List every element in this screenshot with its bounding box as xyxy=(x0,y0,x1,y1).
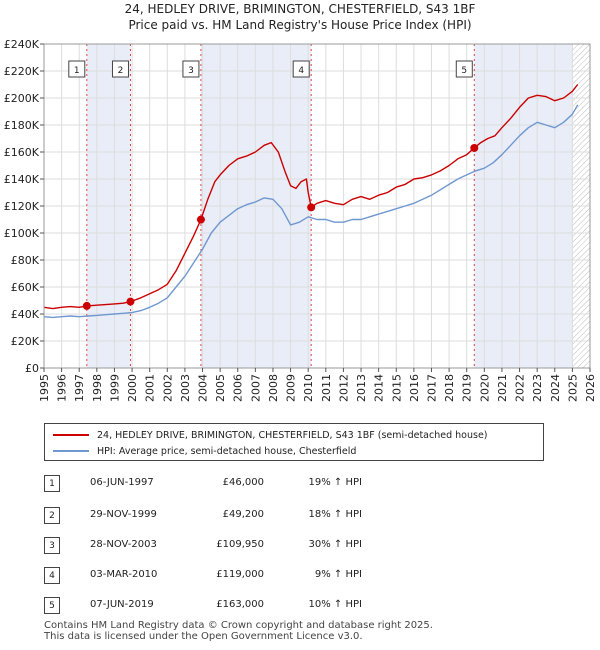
transaction-hpi: 9% ↑ HPI xyxy=(314,569,362,580)
sale-point xyxy=(307,203,316,212)
sale-label-number: 3 xyxy=(188,66,194,76)
transaction-date: 03-MAR-2010 xyxy=(90,569,158,580)
x-tick-label: 2010 xyxy=(302,374,315,402)
price-chart: 1 2 3 4 5 £0 £20K £40K £60K £80K £100K £120K £140K £… xyxy=(4,38,597,402)
hpi-line xyxy=(43,104,579,319)
transaction-hpi: 30% ↑ HPI xyxy=(308,539,362,550)
sale-point xyxy=(470,143,479,152)
sale-label-box xyxy=(292,60,310,78)
transaction-price: £109,950 xyxy=(216,539,264,550)
x-tick-label: 2020 xyxy=(478,374,491,402)
property-price-line xyxy=(43,84,579,310)
x-tick-label: 2008 xyxy=(267,374,280,402)
transaction-price: £49,200 xyxy=(222,509,264,520)
x-tick-label: 2018 xyxy=(443,374,456,402)
transaction-date: 28-NOV-2003 xyxy=(90,539,157,550)
x-tick-label: 1998 xyxy=(91,374,104,402)
x-tick-label: 2024 xyxy=(549,374,562,402)
x-tick-label: 2017 xyxy=(426,374,439,402)
chart-subtitle: Price paid vs. HM Land Registry's House … xyxy=(128,18,472,32)
sale-label-box xyxy=(111,60,129,78)
sale-label-box xyxy=(455,60,473,78)
x-tick-label: 2012 xyxy=(337,374,350,402)
x-tick-label: 1996 xyxy=(56,374,69,402)
y-tick-label: £240K xyxy=(4,38,40,51)
transaction-number: 4 xyxy=(44,567,60,584)
legend-item-hpi: HPI: Average price, semi-detached house,… xyxy=(53,443,356,459)
sale-label-number: 4 xyxy=(298,66,304,76)
y-tick-label: £20K xyxy=(11,335,40,348)
table-row: 2 29-NOV-1999 £49,200 18% ↑ HPI xyxy=(44,507,544,525)
legend-swatch-hpi xyxy=(53,450,89,452)
y-tick-label: £100K xyxy=(4,227,40,240)
sale-point xyxy=(196,215,205,224)
sale-label-number: 2 xyxy=(118,66,124,76)
transaction-hpi: 19% ↑ HPI xyxy=(308,477,362,488)
legend-item-property: 24, HEDLEY DRIVE, BRIMINGTON, CHESTERFIE… xyxy=(53,427,488,443)
transaction-hpi: 10% ↑ HPI xyxy=(308,599,362,610)
legend-label-hpi: HPI: Average price, semi-detached house,… xyxy=(97,445,357,457)
x-tick-label: 2015 xyxy=(390,374,403,402)
sale-label-number: 5 xyxy=(461,66,467,76)
x-tick-label: 2011 xyxy=(320,374,333,402)
y-tick-label: £120K xyxy=(4,200,40,213)
y-tick-label: £0 xyxy=(25,362,39,375)
x-tick-label: 2019 xyxy=(461,374,474,402)
transaction-price: £46,000 xyxy=(222,477,264,488)
transaction-number: 2 xyxy=(44,507,60,524)
table-row: 1 06-JUN-1997 £46,000 19% ↑ HPI xyxy=(44,475,544,493)
x-tick-label: 2007 xyxy=(249,374,262,402)
transaction-number: 1 xyxy=(44,475,60,492)
x-tick-label: 2025 xyxy=(566,374,579,402)
legend-swatch-property xyxy=(53,434,89,436)
footer-copyright: Contains HM Land Registry data © Crown c… xyxy=(44,620,433,631)
x-tick-label: 2022 xyxy=(514,374,527,402)
transaction-number: 5 xyxy=(44,597,60,614)
sale-point xyxy=(82,301,91,310)
transaction-number: 3 xyxy=(44,537,60,554)
y-tick-label: £160K xyxy=(4,146,40,159)
y-tick-label: £180K xyxy=(4,119,40,132)
footer-licence: This data is licensed under the Open Gov… xyxy=(44,631,363,642)
x-tick-label: 1995 xyxy=(38,374,51,402)
transaction-price: £119,000 xyxy=(216,569,264,580)
sale-point xyxy=(126,297,135,306)
table-row: 5 07-JUN-2019 £163,000 10% ↑ HPI xyxy=(44,597,544,615)
sale-label-box xyxy=(182,60,200,78)
legend-label-property: 24, HEDLEY DRIVE, BRIMINGTON, CHESTERFIE… xyxy=(97,429,488,441)
x-tick-label: 2009 xyxy=(285,374,298,402)
x-tick-label: 2000 xyxy=(126,374,139,402)
x-tick-label: 2005 xyxy=(214,374,227,402)
chart-legend: 24, HEDLEY DRIVE, BRIMINGTON, CHESTERFIE… xyxy=(44,423,544,461)
x-tick-label: 2021 xyxy=(496,374,509,402)
x-tick-label: 2013 xyxy=(355,374,368,402)
y-tick-label: £40K xyxy=(11,308,40,321)
x-tick-label: 1999 xyxy=(109,374,122,402)
x-tick-label: 2002 xyxy=(161,374,174,402)
x-tick-label: 2003 xyxy=(179,374,192,402)
x-tick-label: 2004 xyxy=(197,374,210,402)
y-tick-label: £200K xyxy=(4,92,40,105)
sale-label-box xyxy=(68,60,86,78)
x-tick-label: 2014 xyxy=(373,374,386,402)
x-tick-label: 2001 xyxy=(144,374,157,402)
transaction-date: 06-JUN-1997 xyxy=(90,477,154,488)
x-tick-label: 2006 xyxy=(232,374,245,402)
x-tick-label: 2026 xyxy=(584,374,597,402)
transaction-date: 07-JUN-2019 xyxy=(90,599,154,610)
x-tick-label: 2023 xyxy=(531,374,544,402)
x-tick-label: 1997 xyxy=(73,374,86,402)
table-row: 3 28-NOV-2003 £109,950 30% ↑ HPI xyxy=(44,537,544,555)
y-tick-label: £60K xyxy=(11,281,40,294)
x-tick-label: 2016 xyxy=(408,374,421,402)
sale-label-number: 1 xyxy=(74,66,80,76)
y-tick-label: £220K xyxy=(4,65,40,78)
transaction-date: 29-NOV-1999 xyxy=(90,509,157,520)
transaction-price: £163,000 xyxy=(216,599,264,610)
chart-title: 24, HEDLEY DRIVE, BRIMINGTON, CHESTERFIE… xyxy=(124,2,476,16)
transaction-hpi: 18% ↑ HPI xyxy=(308,509,362,520)
y-tick-label: £140K xyxy=(4,173,40,186)
y-tick-label: £80K xyxy=(11,254,40,267)
table-row: 4 03-MAR-2010 £119,000 9% ↑ HPI xyxy=(44,567,544,585)
